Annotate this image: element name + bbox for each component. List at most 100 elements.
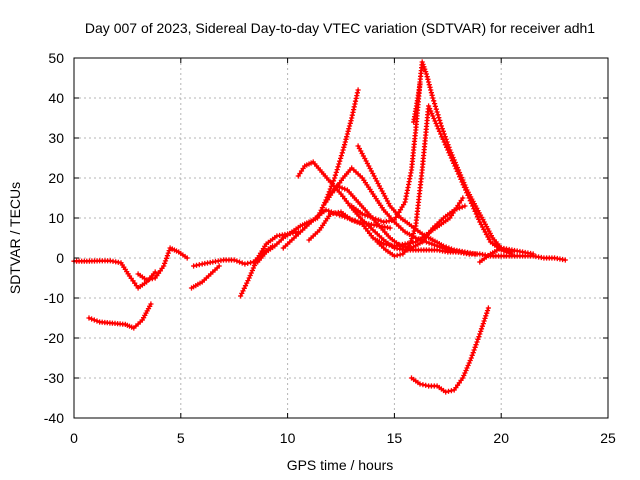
data-point-marker (338, 155, 344, 161)
data-point-marker (434, 109, 440, 115)
data-point-marker (439, 126, 445, 132)
data-point-marker (430, 95, 436, 101)
data-point-marker (478, 326, 485, 332)
series-arc-4 (191, 243, 276, 269)
data-point-marker (426, 103, 432, 109)
series-arc-19 (408, 305, 491, 395)
data-point-marker (449, 152, 455, 158)
data-point-marker (344, 134, 350, 140)
data-point-marker (471, 347, 477, 353)
x-tick-label: 10 (280, 430, 296, 446)
data-point-marker (426, 79, 432, 85)
data-point-marker (468, 355, 474, 361)
data-point-marker (431, 98, 437, 104)
data-point-marker (428, 87, 434, 93)
data-point-marker (397, 252, 403, 258)
data-point-marker (443, 136, 449, 142)
data-point-marker (162, 260, 168, 266)
y-tick-label: -30 (44, 370, 64, 386)
series-layer (71, 59, 568, 395)
data-point-marker (327, 186, 333, 192)
data-point-marker (419, 59, 425, 65)
data-point-marker (339, 185, 345, 191)
y-tick-label: 0 (56, 250, 64, 266)
data-point-marker (429, 110, 435, 117)
data-point-marker (91, 317, 97, 323)
data-point-marker (463, 367, 469, 374)
data-point-marker (443, 244, 449, 250)
data-point-marker (423, 71, 429, 77)
data-point-marker (476, 334, 482, 340)
data-point-marker (460, 375, 466, 381)
data-point-marker (346, 126, 352, 132)
data-point-marker (191, 263, 197, 269)
data-point-marker (164, 253, 170, 259)
series-arc-5 (188, 263, 222, 291)
data-point-marker (440, 128, 446, 134)
data-point-marker (326, 189, 332, 195)
data-point-marker (359, 211, 365, 217)
data-point-marker (373, 216, 379, 222)
data-point-marker (411, 228, 417, 234)
data-point-marker (462, 203, 468, 209)
data-point-marker (420, 61, 426, 67)
data-point-marker (410, 233, 416, 239)
x-tick-label: 5 (177, 430, 185, 446)
data-point-marker (436, 115, 442, 121)
data-point-marker (335, 164, 341, 170)
y-axis-label: SDTVAR / TECUs (7, 182, 23, 294)
data-point-marker (149, 276, 155, 282)
data-point-marker (477, 331, 483, 337)
data-point-marker (440, 243, 447, 249)
data-point-marker (460, 177, 466, 183)
data-point-marker (338, 153, 344, 159)
data-point-marker (424, 74, 430, 80)
data-point-marker (326, 208, 332, 214)
y-tick-label: -20 (44, 330, 64, 346)
data-point-marker (354, 219, 360, 225)
data-point-marker (387, 225, 393, 231)
data-point-marker (426, 82, 432, 88)
data-point-marker (94, 318, 100, 324)
grid-layer (74, 58, 608, 418)
data-point-marker (442, 134, 448, 140)
series-arc-11 (295, 159, 462, 255)
data-point-marker (435, 112, 441, 118)
data-point-marker (234, 258, 240, 264)
y-tick-label: 20 (48, 170, 64, 186)
data-point-marker (429, 241, 435, 247)
data-point-marker (152, 269, 158, 275)
data-point-marker (162, 258, 169, 264)
data-point-marker (422, 66, 428, 72)
data-point-marker (236, 259, 243, 265)
y-tick-label: 30 (48, 130, 64, 146)
data-point-marker (349, 112, 355, 118)
data-point-marker (342, 139, 348, 145)
data-point-marker (484, 308, 491, 314)
data-point-marker (437, 117, 443, 123)
data-point-marker (473, 342, 479, 348)
x-tick-label: 25 (600, 430, 616, 446)
x-tick-label: 15 (387, 430, 403, 446)
data-point-marker (432, 101, 438, 107)
data-point-marker (470, 350, 476, 356)
data-point-marker (421, 64, 427, 70)
data-point-marker (418, 237, 424, 243)
data-point-marker (454, 206, 460, 212)
data-point-marker (332, 175, 338, 181)
data-point-marker (451, 207, 457, 213)
y-tick-label: 50 (48, 50, 64, 66)
data-point-marker (248, 260, 254, 266)
data-point-marker (421, 238, 427, 244)
data-point-marker (483, 313, 489, 319)
data-point-marker (415, 236, 421, 242)
data-point-marker (337, 158, 343, 164)
data-point-marker (239, 260, 245, 266)
data-point-marker (163, 255, 170, 261)
x-tick-label: 0 (70, 430, 78, 446)
data-point-marker (231, 257, 237, 263)
chart-title: Day 007 of 2023, Sidereal Day-to-day VTE… (85, 20, 595, 36)
data-point-marker (478, 328, 484, 334)
data-point-marker (343, 136, 349, 142)
y-tick-label: 40 (48, 90, 64, 106)
